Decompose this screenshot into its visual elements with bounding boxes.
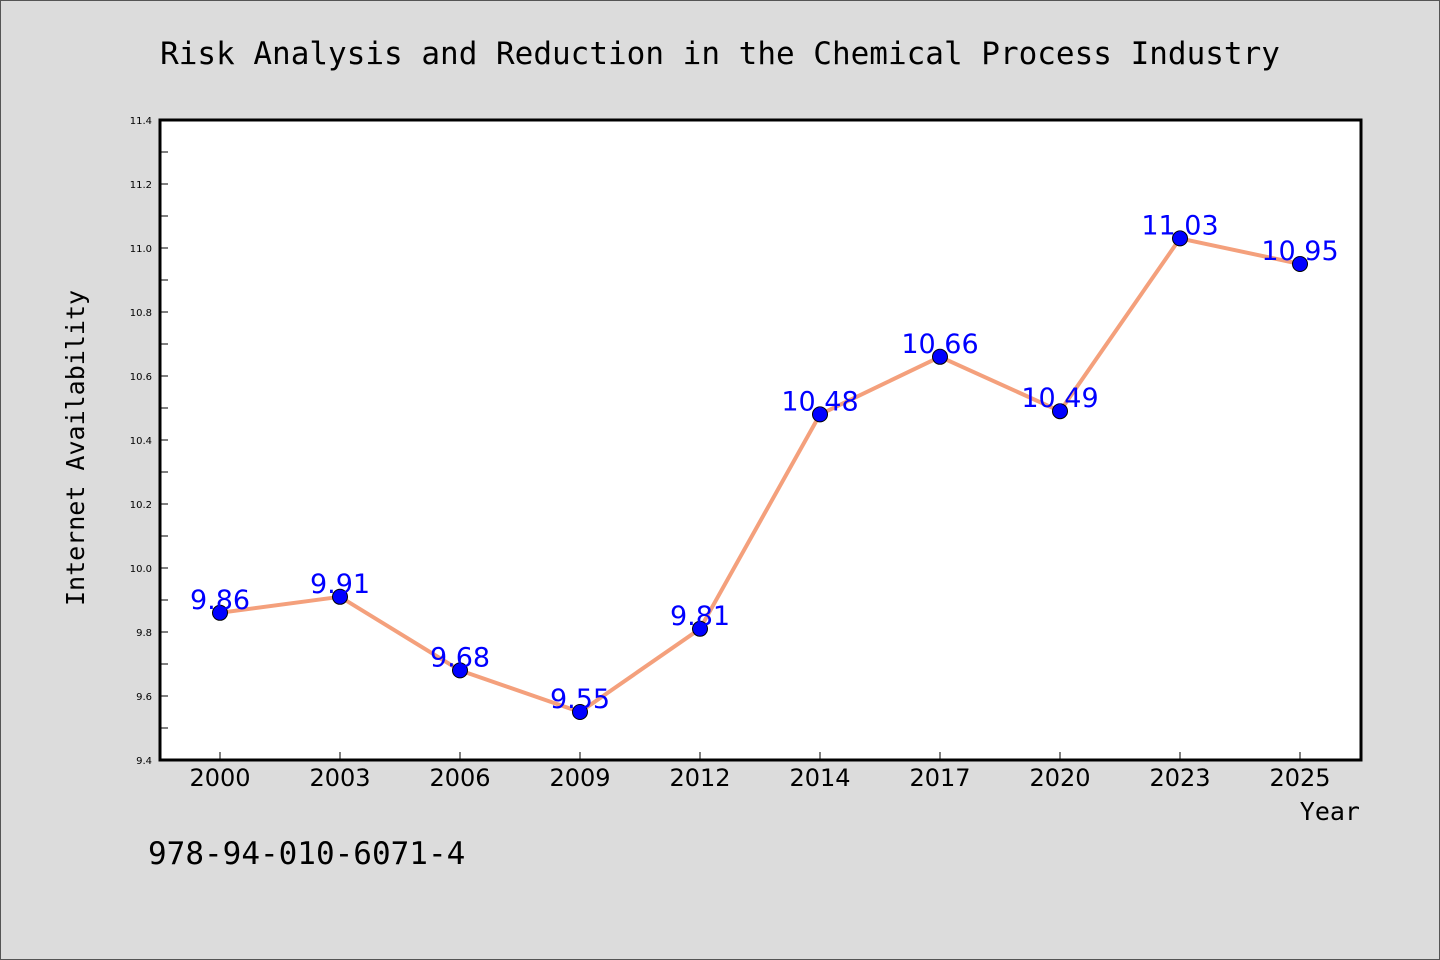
data-point	[452, 662, 468, 679]
y-tick-label: 9.4	[136, 756, 152, 767]
data-label: 10.49	[1021, 383, 1098, 414]
x-tick-label: 2003	[309, 764, 370, 792]
y-tick-label: 10.6	[130, 372, 152, 383]
data-point	[572, 704, 588, 720]
data-point	[1292, 256, 1308, 272]
data-label: 9.68	[430, 642, 490, 673]
data-label: 10.95	[1261, 236, 1338, 267]
y-tick-label: 10.4	[130, 436, 152, 447]
plot-area	[160, 120, 1361, 760]
x-tick-label: 2023	[1149, 764, 1210, 792]
data-point	[212, 604, 228, 621]
series-line	[219, 236, 1301, 714]
x-tick-label: 2014	[789, 764, 850, 792]
data-label: 9.55	[550, 684, 610, 715]
series-layer	[212, 230, 1308, 720]
x-tick-label: 2020	[1029, 764, 1090, 792]
plot-border	[158, 118, 1363, 762]
y-tick-label: 11.0	[130, 244, 152, 255]
y-tick-label: 9.6	[136, 692, 152, 703]
data-point	[812, 406, 828, 423]
data-label: 9.91	[310, 569, 370, 600]
x-axis: 2000 2003 2006 2009 2012 2014 2017 2020 2023 2025	[189, 752, 1331, 792]
y-axis-title: Internet Availability	[61, 290, 90, 606]
x-tick-label: 2000	[189, 764, 250, 792]
data-label: 11.03	[1141, 210, 1218, 241]
data-point	[932, 348, 948, 365]
data-labels-layer: 9.86 9.91 9.68 9.55 9.81 10.48 10.66 10.49 11.03…	[190, 210, 1339, 715]
data-point	[1172, 230, 1188, 247]
data-point	[1052, 403, 1068, 420]
data-label: 9.81	[670, 601, 730, 632]
y-tick-label: 11.4	[130, 116, 152, 127]
x-tick-label: 2017	[909, 764, 970, 792]
x-axis-title: Year	[1300, 797, 1360, 826]
x-tick-label: 2009	[549, 764, 610, 792]
x-tick-label: 2012	[669, 764, 730, 792]
y-tick-label: 9.8	[136, 628, 152, 639]
x-tick-label: 2025	[1269, 764, 1330, 792]
isbn-footnote: 978-94-010-6071-4	[148, 836, 465, 872]
y-tick-label: 10.8	[130, 308, 152, 319]
chart-title: Risk Analysis and Reduction in the Chemi…	[160, 36, 1280, 72]
x-tick-label: 2006	[429, 764, 490, 792]
y-tick-label: 11.2	[130, 180, 152, 191]
data-label: 9.86	[190, 585, 250, 616]
y-tick-label: 10.2	[130, 500, 152, 511]
y-tick-label: 10.0	[130, 564, 152, 575]
data-label: 10.48	[781, 386, 858, 417]
data-point	[692, 620, 708, 637]
data-label: 10.66	[901, 329, 978, 360]
data-point	[332, 588, 348, 605]
